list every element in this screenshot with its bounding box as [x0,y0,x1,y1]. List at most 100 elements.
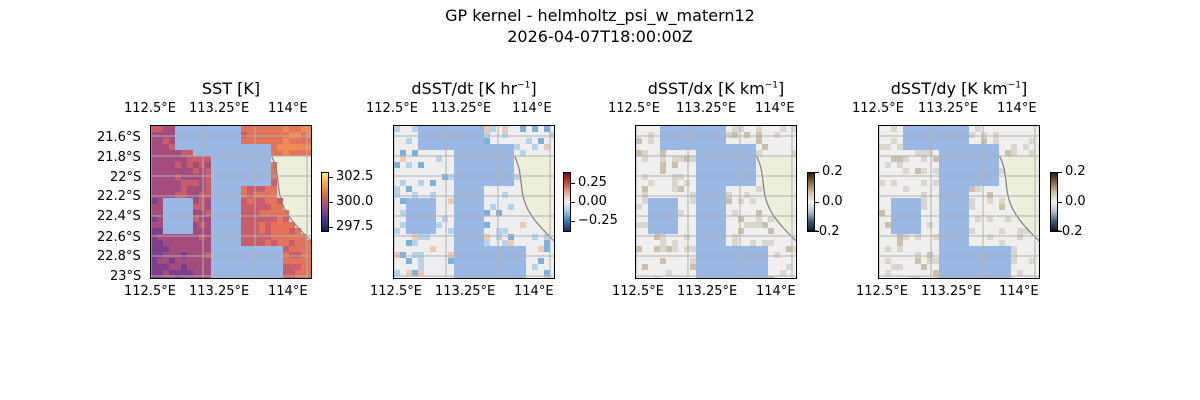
map-cell [502,150,508,156]
map-cell [436,162,442,168]
map-cell [1017,216,1023,222]
map-cell [927,144,933,150]
map-cell [738,204,744,210]
map-cell [223,216,229,222]
map-cell [544,168,550,174]
map-cell [993,264,999,270]
map-cell [909,228,915,234]
map-cell [780,228,786,234]
map-cell [544,204,550,210]
map-cell [915,210,921,216]
map-cell [157,240,163,246]
map-cell [271,264,277,270]
map-cell [157,222,163,228]
map-cell [915,192,921,198]
map-cell [903,210,909,216]
dy-top-tick-0: 112.5°E [852,101,904,116]
map-cell [211,216,217,222]
map-cell [702,240,708,246]
map-cell [520,126,526,132]
map-cell [289,174,295,180]
map-cell [169,252,175,258]
map-cell [1011,180,1017,186]
map-cell [915,144,921,150]
map-cell [891,258,897,264]
map-cell [466,150,472,156]
map-cell [993,126,999,132]
map-cell [241,264,247,270]
map-cell [786,174,792,180]
map-cell [1005,222,1011,228]
map-cell [969,264,975,270]
map-cell [921,198,927,204]
map-cell [520,216,526,222]
map-cell [283,204,289,210]
map-cell [217,270,223,276]
map-cell [774,156,780,162]
map-cell [951,258,957,264]
map-cell [307,258,311,264]
map-cell [253,240,259,246]
map-cell [756,258,762,264]
map-cell [975,216,981,222]
map-cell [163,276,169,278]
map-cell [430,258,436,264]
map-cell [253,276,259,278]
map-cell [157,168,163,174]
map-cell [762,168,768,174]
map-cell [442,144,448,150]
map-cell [690,246,696,252]
map-cell [957,162,963,168]
map-cell [981,132,987,138]
map-cell [496,180,502,186]
map-cell [478,180,484,186]
map-cell [265,270,271,276]
map-cell [654,138,660,144]
map-cell [472,204,478,210]
map-cell [648,138,654,144]
map-cell [193,240,199,246]
map-cell [163,150,169,156]
map-cell [157,276,163,278]
map-cell [963,192,969,198]
map-cell [750,264,756,270]
map-cell [993,162,999,168]
map-cell [466,156,472,162]
map-cell [660,222,666,228]
map-cell [1035,168,1039,174]
map-cell [750,270,756,276]
map-cell [1023,186,1029,192]
map-cell [903,162,909,168]
dt-bottom-tick-0: 112.5°E [370,284,422,299]
map-cell [199,162,205,168]
map-cell [289,198,295,204]
map-cell [714,138,720,144]
map-cell [502,252,508,258]
map-cell [442,228,448,234]
map-cell [436,174,442,180]
map-cell [780,264,786,270]
map-cell [732,270,738,276]
map-cell [933,150,939,156]
map-cell [544,192,550,198]
map-cell [520,174,526,180]
map-cell [933,264,939,270]
map-cell [891,216,897,222]
map-cell [921,132,927,138]
map-cell [538,156,544,162]
map-cell [550,132,554,138]
map-cell [442,204,448,210]
map-cell [690,138,696,144]
map-cell [738,234,744,240]
map-cell [538,210,544,216]
map-cell [418,126,424,132]
map-cell [496,150,502,156]
map-cell [211,252,217,258]
map-cell [496,222,502,228]
map-cell [187,222,193,228]
map-cell [307,210,311,216]
map-cell [175,144,181,150]
map-cell [720,174,726,180]
map-cell [544,240,550,246]
map-cell [702,222,708,228]
